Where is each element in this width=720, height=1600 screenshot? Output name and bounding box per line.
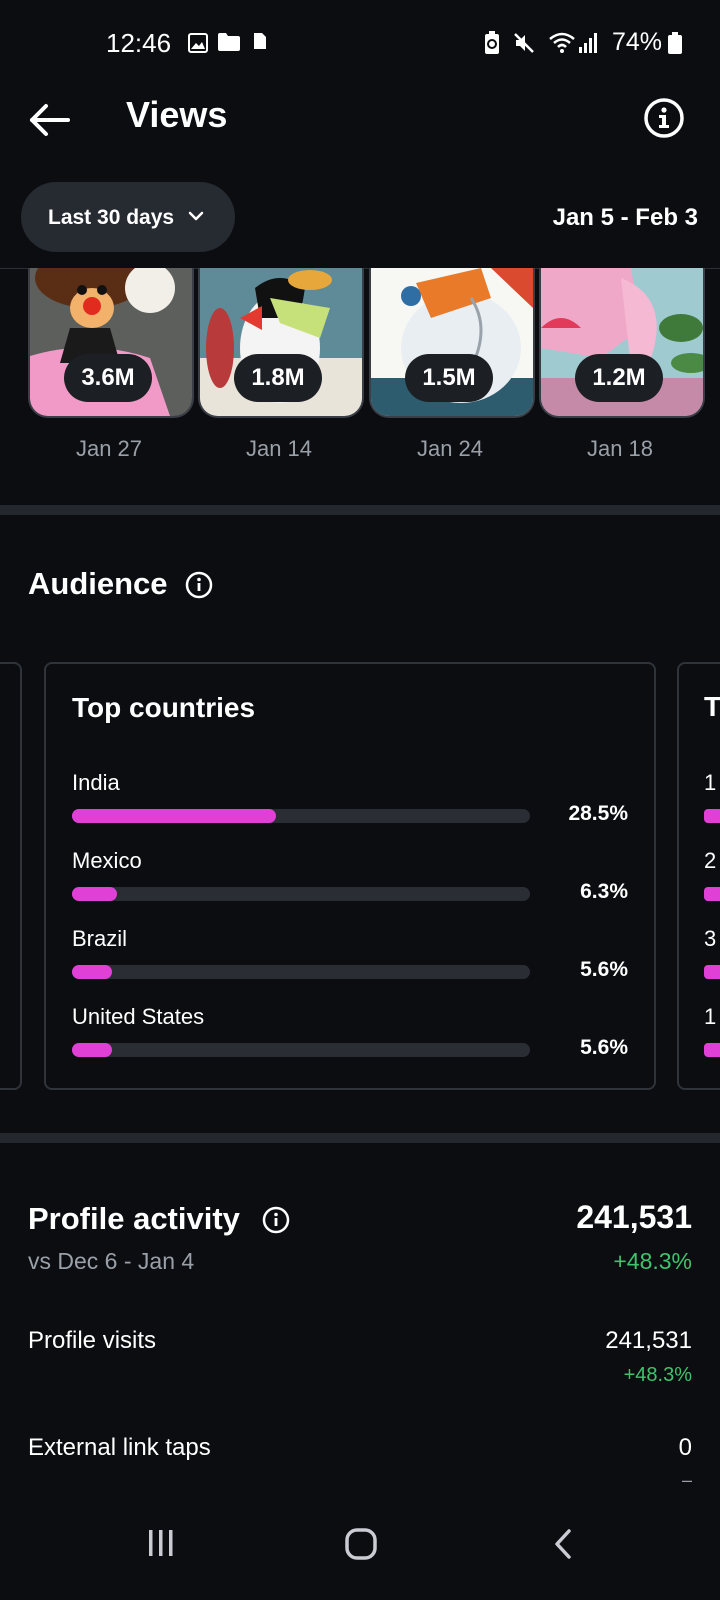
sim-icon xyxy=(254,33,266,49)
metric-change: +48.3% xyxy=(623,1364,692,1386)
view-count-badge: 1.5M xyxy=(405,354,493,402)
profile-activity-change: +48.3% xyxy=(613,1248,692,1274)
date-range: Jan 5 - Feb 3 xyxy=(552,204,698,231)
home-icon[interactable] xyxy=(344,1527,378,1561)
section-divider xyxy=(0,505,720,515)
audience-card-previous[interactable] xyxy=(0,662,22,1090)
status-bar: 12:46 74% xyxy=(0,0,720,90)
next-card-bar xyxy=(704,887,720,901)
metric-value: 241,531 xyxy=(605,1327,692,1354)
post-date: Jan 24 xyxy=(416,436,484,461)
info-icon[interactable] xyxy=(185,571,213,599)
gallery-icon xyxy=(188,33,208,53)
country-bar xyxy=(72,809,530,823)
country-name: Mexico xyxy=(72,848,142,873)
wifi-icon xyxy=(549,32,575,53)
country-bar-fill xyxy=(72,965,112,979)
view-count-badge: 1.2M xyxy=(575,354,663,402)
recent-apps-icon[interactable] xyxy=(146,1528,176,1558)
back-icon[interactable] xyxy=(552,1528,574,1560)
folder-icon xyxy=(218,33,240,51)
status-time: 12:46 xyxy=(106,28,172,58)
system-navigation-bar xyxy=(0,1500,720,1600)
info-icon[interactable] xyxy=(262,1206,290,1234)
post-date: Jan 14 xyxy=(245,436,313,461)
comparison-period: vs Dec 6 - Jan 4 xyxy=(28,1248,195,1274)
signal-icon xyxy=(579,33,597,53)
next-card-row: 1 xyxy=(704,1004,717,1029)
next-card-bar xyxy=(704,809,720,823)
country-bar-fill xyxy=(72,1043,112,1057)
country-percent: 6.3% xyxy=(580,880,628,903)
profile-activity-title: Profile activity xyxy=(28,1201,240,1236)
next-card-title: T xyxy=(704,691,720,722)
country-name: Brazil xyxy=(72,926,128,951)
metric-label: Profile visits xyxy=(28,1327,157,1354)
country-bar xyxy=(72,887,530,901)
battery-percent: 74% xyxy=(612,28,663,56)
arrow-left-icon[interactable] xyxy=(26,96,74,144)
country-bar xyxy=(72,1043,530,1057)
next-card-row: 2 xyxy=(704,848,717,873)
top-countries-card xyxy=(44,662,656,1090)
metric-label: External link taps xyxy=(28,1434,211,1461)
date-filter-label: Last 30 days xyxy=(48,206,175,229)
profile-activity-total: 241,531 xyxy=(576,1199,692,1235)
next-card-row: 3 xyxy=(704,926,717,951)
next-card-bar xyxy=(704,1043,720,1057)
mute-icon xyxy=(514,33,534,53)
view-count-badge: 1.8M xyxy=(234,354,322,402)
post-thumbnail[interactable] xyxy=(369,268,535,418)
section-divider xyxy=(0,1133,720,1143)
country-name: India xyxy=(72,770,120,795)
country-bar-fill xyxy=(72,809,276,823)
view-count-badge: 3.6M xyxy=(64,354,152,402)
metric-change: – xyxy=(681,1470,692,1490)
audience-title: Audience xyxy=(28,566,168,601)
post-date: Jan 27 xyxy=(75,436,143,461)
metric-value: 0 xyxy=(678,1434,692,1461)
audience-card-next[interactable] xyxy=(677,662,720,1090)
next-card-bar xyxy=(704,965,720,979)
info-icon[interactable] xyxy=(643,97,685,139)
country-percent: 5.6% xyxy=(580,1036,628,1059)
chevron-down-icon xyxy=(188,211,204,221)
post-date: Jan 18 xyxy=(586,436,654,461)
country-percent: 5.6% xyxy=(580,958,628,981)
country-name: United States xyxy=(72,1004,205,1029)
card-title: Top countries xyxy=(72,692,256,723)
battery-saver-icon xyxy=(485,31,499,54)
country-bar xyxy=(72,965,530,979)
page-title: Views xyxy=(126,94,228,135)
country-percent: 28.5% xyxy=(568,802,628,825)
next-card-row: 1 xyxy=(704,770,717,795)
battery-icon xyxy=(668,32,682,54)
country-bar-fill xyxy=(72,887,117,901)
